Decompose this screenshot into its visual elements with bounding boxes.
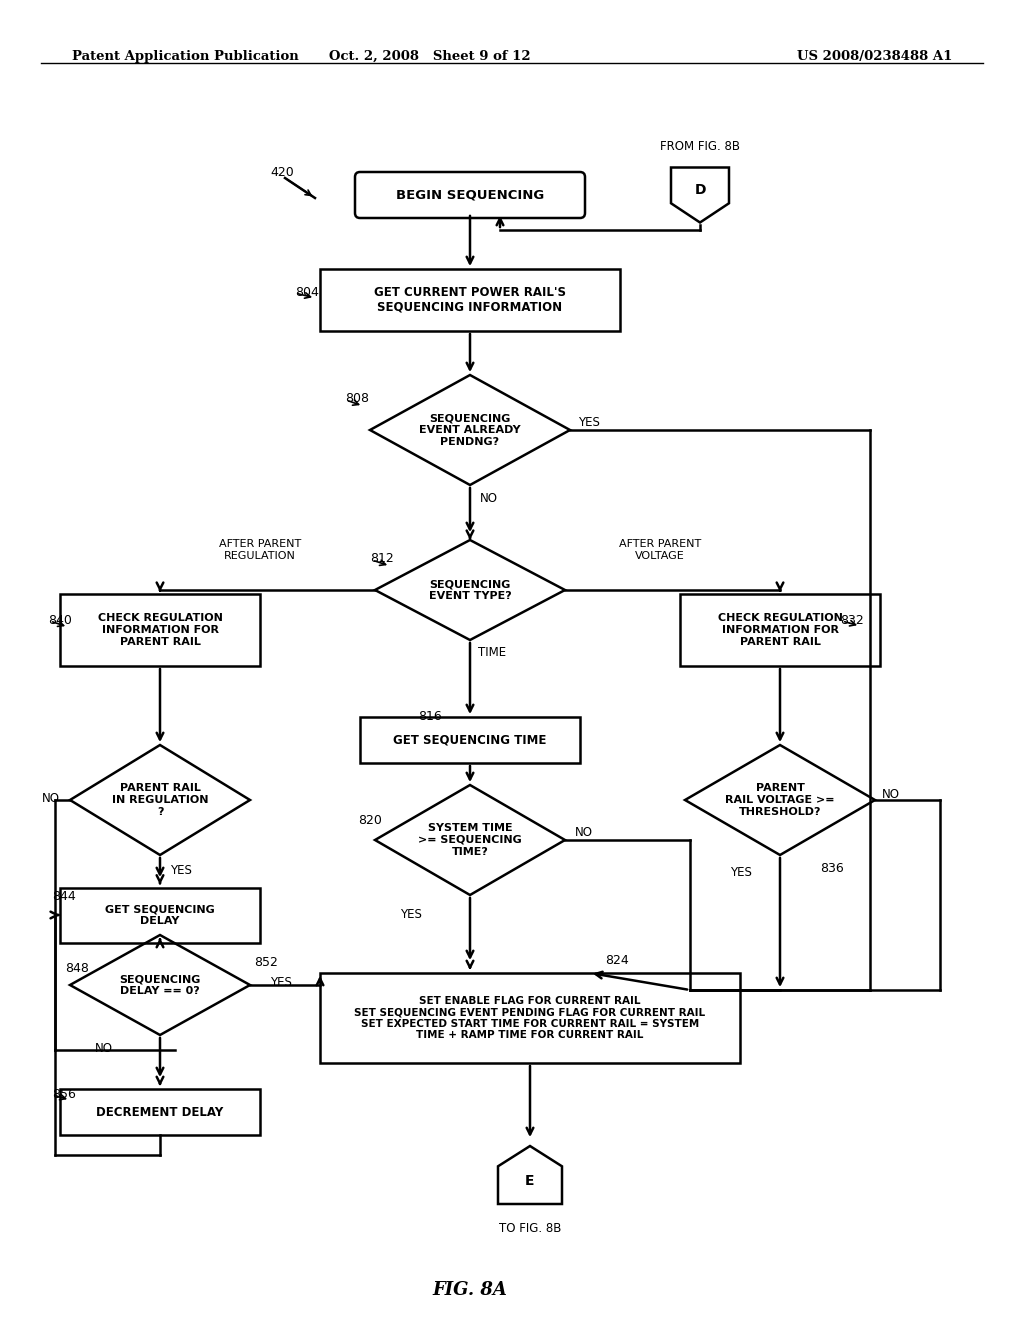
Text: 856: 856 xyxy=(52,1089,76,1101)
Text: TO FIG. 8B: TO FIG. 8B xyxy=(499,1222,561,1236)
Text: NO: NO xyxy=(480,491,498,504)
Text: YES: YES xyxy=(270,975,292,989)
Text: 836: 836 xyxy=(820,862,844,874)
Text: TIME: TIME xyxy=(478,647,506,660)
Text: BEGIN SEQUENCING: BEGIN SEQUENCING xyxy=(396,189,544,202)
Text: CHECK REGULATION
INFORMATION FOR
PARENT RAIL: CHECK REGULATION INFORMATION FOR PARENT … xyxy=(718,614,843,647)
Text: 808: 808 xyxy=(345,392,369,404)
Text: E: E xyxy=(525,1173,535,1188)
Text: GET CURRENT POWER RAIL'S
SEQUENCING INFORMATION: GET CURRENT POWER RAIL'S SEQUENCING INFO… xyxy=(374,286,566,314)
Text: YES: YES xyxy=(400,908,422,921)
Text: NO: NO xyxy=(575,825,593,838)
Text: 852: 852 xyxy=(254,957,278,969)
Bar xyxy=(319,973,740,1063)
Bar xyxy=(60,887,260,942)
Text: 832: 832 xyxy=(840,614,864,627)
Text: YES: YES xyxy=(170,863,191,876)
Text: 816: 816 xyxy=(418,710,441,722)
Text: SEQUENCING
EVENT TYPE?: SEQUENCING EVENT TYPE? xyxy=(429,579,511,601)
Text: 420: 420 xyxy=(270,165,294,178)
Text: CHECK REGULATION
INFORMATION FOR
PARENT RAIL: CHECK REGULATION INFORMATION FOR PARENT … xyxy=(97,614,222,647)
Text: US 2008/0238488 A1: US 2008/0238488 A1 xyxy=(797,50,952,63)
Text: SET ENABLE FLAG FOR CURRENT RAIL
SET SEQUENCING EVENT PENDING FLAG FOR CURRENT R: SET ENABLE FLAG FOR CURRENT RAIL SET SEQ… xyxy=(354,995,706,1040)
Text: GET SEQUENCING
DELAY: GET SEQUENCING DELAY xyxy=(105,904,215,925)
Bar xyxy=(680,594,880,667)
Text: NO: NO xyxy=(42,792,60,804)
Text: NO: NO xyxy=(95,1041,113,1055)
Bar xyxy=(319,269,620,331)
Bar xyxy=(360,717,580,763)
Text: 840: 840 xyxy=(48,614,72,627)
Text: FROM FIG. 8B: FROM FIG. 8B xyxy=(660,140,740,153)
Text: 820: 820 xyxy=(358,813,382,826)
Text: Oct. 2, 2008   Sheet 9 of 12: Oct. 2, 2008 Sheet 9 of 12 xyxy=(330,50,530,63)
Text: PARENT RAIL
IN REGULATION
?: PARENT RAIL IN REGULATION ? xyxy=(112,783,208,817)
Text: 848: 848 xyxy=(65,961,89,974)
Text: GET SEQUENCING TIME: GET SEQUENCING TIME xyxy=(393,734,547,747)
Text: FIG. 8A: FIG. 8A xyxy=(432,1280,508,1299)
Bar xyxy=(60,1089,260,1135)
Text: 824: 824 xyxy=(605,953,629,966)
Text: SYSTEM TIME
>= SEQUENCING
TIME?: SYSTEM TIME >= SEQUENCING TIME? xyxy=(418,824,522,857)
Text: AFTER PARENT
REGULATION: AFTER PARENT REGULATION xyxy=(219,539,301,561)
Text: 812: 812 xyxy=(370,552,394,565)
Text: AFTER PARENT
VOLTAGE: AFTER PARENT VOLTAGE xyxy=(618,539,701,561)
Text: DECREMENT DELAY: DECREMENT DELAY xyxy=(96,1106,223,1118)
Text: D: D xyxy=(694,182,706,197)
Text: Patent Application Publication: Patent Application Publication xyxy=(72,50,298,63)
Text: PARENT
RAIL VOLTAGE >=
THRESHOLD?: PARENT RAIL VOLTAGE >= THRESHOLD? xyxy=(725,783,835,817)
Text: SEQUENCING
DELAY == 0?: SEQUENCING DELAY == 0? xyxy=(120,974,201,995)
Text: NO: NO xyxy=(882,788,900,801)
Text: SEQUENCING
EVENT ALREADY
PENDNG?: SEQUENCING EVENT ALREADY PENDNG? xyxy=(419,413,521,446)
Text: 844: 844 xyxy=(52,890,76,903)
Text: 804: 804 xyxy=(295,285,318,298)
Text: YES: YES xyxy=(578,416,600,429)
Text: YES: YES xyxy=(730,866,752,879)
Bar xyxy=(60,594,260,667)
